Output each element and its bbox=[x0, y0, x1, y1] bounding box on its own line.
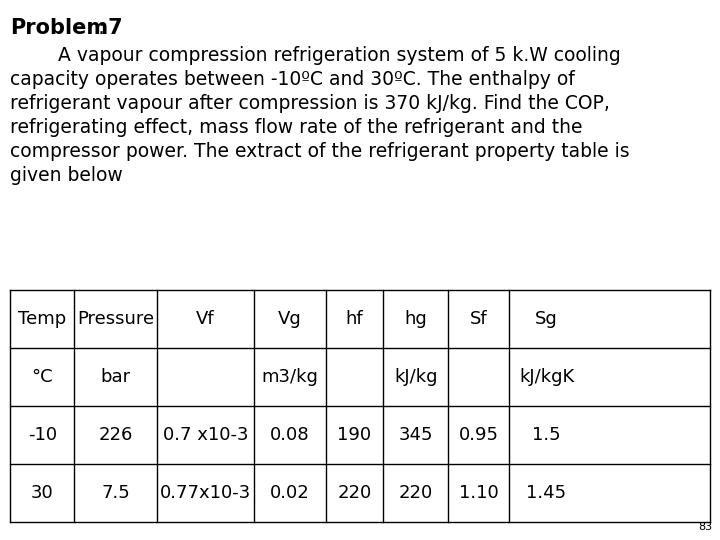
Text: A vapour compression refrigeration system of 5 k.W cooling: A vapour compression refrigeration syste… bbox=[10, 46, 621, 65]
Text: -10: -10 bbox=[27, 426, 57, 444]
Text: 0.7 x10-3: 0.7 x10-3 bbox=[163, 426, 248, 444]
Text: Pressure: Pressure bbox=[77, 310, 154, 328]
Text: given below: given below bbox=[10, 166, 122, 185]
Text: hg: hg bbox=[404, 310, 427, 328]
Text: 220: 220 bbox=[337, 484, 372, 502]
Text: 226: 226 bbox=[99, 426, 133, 444]
Text: hf: hf bbox=[346, 310, 363, 328]
Text: capacity operates between -10ºC and 30ºC. The enthalpy of: capacity operates between -10ºC and 30ºC… bbox=[10, 70, 575, 89]
Text: 0.02: 0.02 bbox=[270, 484, 310, 502]
Text: 190: 190 bbox=[338, 426, 372, 444]
Text: 7.5: 7.5 bbox=[102, 484, 130, 502]
Text: kJ/kg: kJ/kg bbox=[394, 368, 438, 386]
Text: 0.95: 0.95 bbox=[459, 426, 499, 444]
Text: Vg: Vg bbox=[278, 310, 302, 328]
Text: refrigerant vapour after compression is 370 kJ/kg. Find the COP,: refrigerant vapour after compression is … bbox=[10, 94, 610, 113]
Text: m3/kg: m3/kg bbox=[261, 368, 318, 386]
Text: 1.45: 1.45 bbox=[526, 484, 567, 502]
Text: compressor power. The extract of the refrigerant property table is: compressor power. The extract of the ref… bbox=[10, 142, 629, 161]
Text: 30: 30 bbox=[31, 484, 53, 502]
Text: kJ/kgK: kJ/kgK bbox=[519, 368, 574, 386]
Text: 1.5: 1.5 bbox=[532, 426, 561, 444]
Text: 83: 83 bbox=[698, 522, 712, 532]
Text: bar: bar bbox=[101, 368, 131, 386]
Text: :: : bbox=[98, 18, 105, 38]
Text: Sf: Sf bbox=[470, 310, 487, 328]
Text: refrigerating effect, mass flow rate of the refrigerant and the: refrigerating effect, mass flow rate of … bbox=[10, 118, 582, 137]
Text: Sg: Sg bbox=[535, 310, 558, 328]
Text: Vf: Vf bbox=[196, 310, 215, 328]
Text: 220: 220 bbox=[399, 484, 433, 502]
Text: 345: 345 bbox=[398, 426, 433, 444]
Text: Problem7: Problem7 bbox=[10, 18, 122, 38]
Text: Temp: Temp bbox=[18, 310, 66, 328]
Text: 1.10: 1.10 bbox=[459, 484, 498, 502]
Text: °C: °C bbox=[32, 368, 53, 386]
Text: 0.08: 0.08 bbox=[270, 426, 310, 444]
Text: 0.77x10-3: 0.77x10-3 bbox=[160, 484, 251, 502]
